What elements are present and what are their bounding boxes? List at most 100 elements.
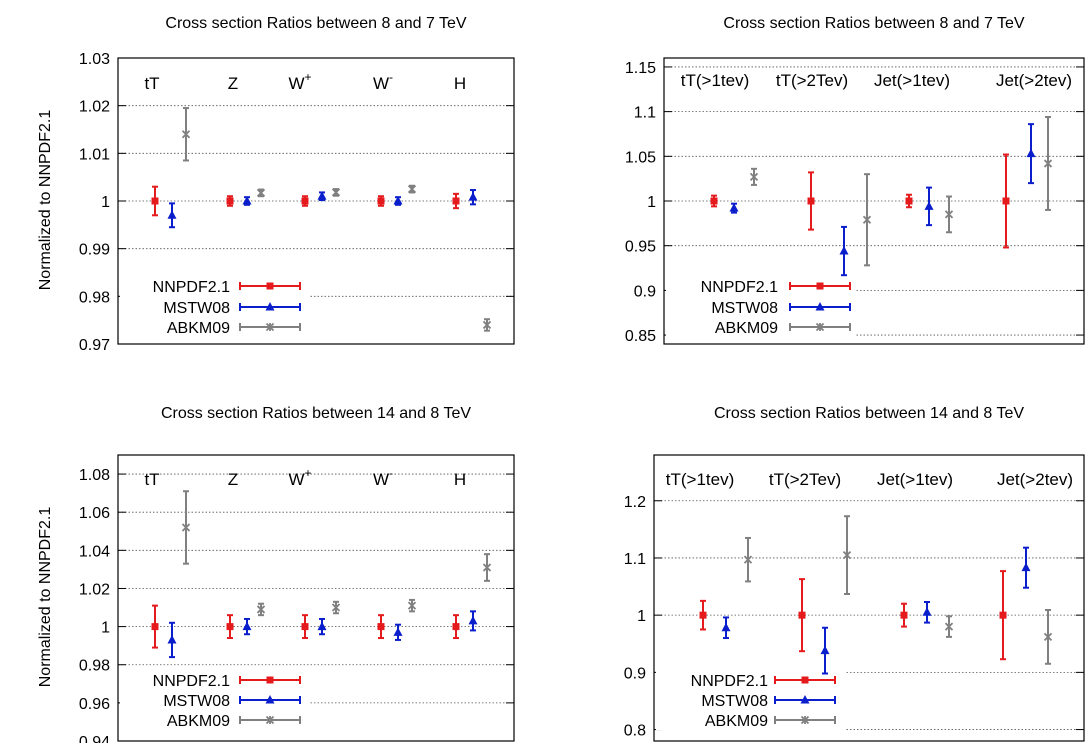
- error-bar-point: [798, 578, 806, 653]
- category-label: tT: [144, 470, 159, 489]
- data-marker: [181, 523, 191, 532]
- category-label: Jet(>2tev): [997, 470, 1073, 489]
- y-tick-label: 0.9: [624, 665, 646, 682]
- y-tick-label: 0.96: [79, 696, 110, 713]
- error-bar-point: [482, 553, 492, 582]
- error-bar-point: [710, 194, 718, 208]
- data-marker: [820, 645, 830, 655]
- error-bar-point: [452, 192, 460, 210]
- error-bar-point: [999, 570, 1007, 661]
- error-bar-point: [317, 617, 327, 636]
- chart-title: Cross section Ratios between 8 and 7 TeV: [165, 15, 467, 32]
- data-marker: [798, 611, 806, 619]
- error-bar-point: [482, 318, 492, 332]
- legend-label: ABKM09: [705, 713, 768, 730]
- error-bar-point: [226, 614, 234, 640]
- legend-label: MSTW08: [163, 693, 230, 710]
- data-marker: [482, 563, 492, 572]
- error-bar-point: [301, 614, 309, 640]
- error-bar-point: [468, 610, 478, 632]
- y-tick-label: 1.06: [79, 505, 110, 522]
- legend-label: MSTW08: [701, 693, 768, 710]
- error-bar-point: [1002, 153, 1010, 249]
- category-superscript: -: [389, 466, 393, 480]
- y-tick-label: 1.05: [625, 149, 656, 166]
- data-marker: [377, 623, 385, 631]
- y-tick-label: 1: [647, 194, 656, 211]
- data-marker: [151, 623, 159, 631]
- legend-label: ABKM09: [715, 320, 778, 337]
- data-marker: [242, 196, 252, 205]
- error-bar-point: [242, 617, 252, 636]
- category-label: W+: [288, 70, 311, 93]
- data-marker: [468, 192, 478, 201]
- data-marker: [1043, 159, 1053, 168]
- category-superscript: +: [305, 70, 312, 84]
- error-bar-point: [301, 195, 309, 207]
- legend-label: NNPDF2.1: [701, 279, 778, 296]
- legend-label: MSTW08: [163, 300, 230, 317]
- y-tick-label: 1: [637, 608, 646, 625]
- data-marker: [1021, 562, 1031, 572]
- y-tick-label: 1.01: [79, 146, 110, 163]
- data-marker: [167, 634, 177, 644]
- legend-label: ABKM09: [167, 713, 230, 730]
- data-marker: [407, 184, 417, 194]
- legend-marker: [265, 695, 275, 704]
- data-marker: [242, 621, 252, 631]
- plot-frame: [117, 454, 515, 742]
- error-bar-point: [820, 626, 830, 675]
- data-marker: [807, 197, 815, 205]
- legend-marker: [266, 676, 274, 684]
- y-tick-label: 0.98: [79, 289, 110, 306]
- category-label: Jet(>2tev): [996, 71, 1072, 90]
- error-bar-point: [151, 604, 159, 649]
- error-bar-point: [721, 616, 731, 640]
- error-bar-point: [729, 202, 739, 214]
- data-marker: [393, 627, 403, 636]
- error-bar-point: [377, 195, 385, 207]
- category-label: W+: [288, 466, 311, 489]
- error-bar-point: [377, 614, 385, 640]
- error-bar-point: [922, 601, 932, 624]
- error-bar-point: [807, 171, 815, 231]
- legend-marker: [266, 282, 274, 290]
- legend-label: ABKM09: [167, 320, 230, 337]
- chart-panel-2: Cross section Ratios between 8 and 7 TeV…: [625, 15, 1085, 345]
- error-bar-point: [407, 598, 417, 613]
- y-tick-label: 1.1: [624, 551, 646, 568]
- legend-marker: [815, 302, 825, 311]
- category-label: H: [454, 470, 466, 489]
- data-points: [699, 515, 1053, 675]
- data-marker: [301, 623, 309, 631]
- error-bar-point: [256, 602, 266, 617]
- legend-marker: [800, 695, 810, 704]
- data-marker: [482, 320, 492, 330]
- data-marker: [181, 130, 191, 139]
- chart-panel-1: Cross section Ratios between 8 and 7 TeV…: [79, 15, 515, 354]
- data-marker: [743, 555, 753, 564]
- data-marker: [256, 605, 266, 614]
- error-bar-point: [1021, 546, 1031, 589]
- data-marker: [924, 201, 934, 210]
- y-axis-label: Normalized to NNPDF2.1: [37, 110, 54, 291]
- legend-background: [666, 272, 856, 336]
- error-bar-point: [743, 536, 753, 583]
- y-tick-label: 0.9: [634, 283, 656, 300]
- category-label: tT(>1tev): [681, 71, 750, 90]
- y-tick-label: 0.95: [625, 239, 656, 256]
- error-bar-point: [226, 195, 234, 207]
- data-marker: [1043, 632, 1053, 642]
- data-marker: [839, 246, 849, 255]
- error-bar-point: [393, 623, 403, 641]
- error-bar-point: [393, 196, 403, 206]
- data-marker: [226, 623, 234, 631]
- data-marker: [317, 191, 327, 200]
- data-marker: [167, 210, 177, 219]
- chart-panel-4: Cross section Ratios between 14 and 8 Te…: [624, 405, 1085, 742]
- error-bar-point: [331, 188, 341, 197]
- y-tick-label: 1.04: [79, 543, 110, 560]
- plot-frame: [653, 454, 1085, 742]
- category-label: W-: [373, 70, 393, 93]
- legend-marker: [265, 302, 275, 311]
